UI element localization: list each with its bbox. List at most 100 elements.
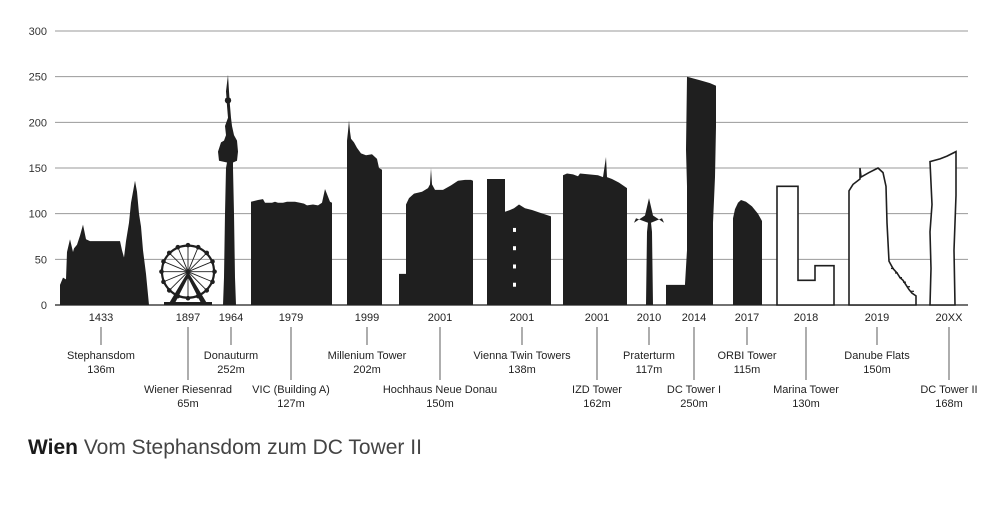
building-shape [251, 189, 332, 305]
height-label: 168m [935, 398, 963, 410]
wheel-spoke [169, 271, 189, 291]
building-name-label: Wiener Riesenrad [144, 384, 232, 396]
silhouette-layer [60, 74, 957, 306]
building-shape [776, 185, 835, 306]
y-tick-label: 300 [29, 26, 47, 38]
year-label: 2001 [428, 312, 452, 324]
height-label: 150m [863, 364, 891, 376]
wheel-spoke [177, 247, 189, 272]
height-label: 252m [217, 364, 245, 376]
window [513, 227, 516, 232]
wheel-gondola [210, 279, 215, 285]
building-vic-building-a [251, 189, 332, 305]
y-tick-label: 50 [35, 254, 47, 266]
height-label: 162m [583, 398, 611, 410]
year-label: 2018 [794, 312, 818, 324]
year-label: 1999 [355, 312, 379, 324]
wheel-gondola [166, 250, 172, 256]
building-orbi-tower [733, 200, 762, 305]
y-tick-label: 250 [29, 72, 47, 84]
building-name-label: Praterturm [623, 350, 675, 362]
y-tick-label: 200 [29, 117, 47, 129]
year-label: 1964 [219, 312, 243, 324]
building-name-label: VIC (Building A) [252, 384, 330, 396]
building-shape [848, 167, 917, 306]
building-name-label: DC Tower II [920, 384, 977, 396]
wheel-gondola [204, 288, 210, 293]
caption-city: Wien [28, 436, 78, 459]
window [513, 264, 516, 269]
wheel-spoke [169, 252, 189, 272]
building-marina-tower [776, 185, 835, 306]
window [513, 282, 516, 287]
building-dc-tower-ii [929, 150, 957, 306]
building-shape [399, 168, 473, 305]
building-name-label: Stephansdom [67, 350, 135, 362]
y-tick-label: 0 [41, 300, 47, 312]
building-name-label: Vienna Twin Towers [473, 350, 571, 362]
building-wiener-riesenrad [159, 242, 217, 305]
building-name-label: Marina Tower [773, 384, 839, 396]
building-shape [563, 157, 627, 305]
building-name-label: Millenium Tower [328, 350, 407, 362]
chart-caption: Wien Vom Stephansdom zum DC Tower II [28, 436, 422, 460]
height-label: 117m [636, 364, 663, 376]
wheel-gondola [161, 279, 166, 285]
building-dc-tower-i [666, 76, 716, 305]
wheel-spoke [187, 252, 207, 272]
building-hochhaus-neue-donau [399, 168, 473, 305]
building-shape [487, 179, 551, 305]
y-tick-label: 100 [29, 209, 47, 221]
y-tick-label: 150 [29, 163, 47, 175]
wheel-gondola [210, 259, 215, 264]
wheel-gondola [204, 250, 210, 256]
building-izd-tower [563, 157, 627, 305]
building-praterturm [634, 198, 664, 305]
building-name-label: DC Tower I [667, 384, 721, 396]
skyline-chart: 0 50 100 150 200 250 300 1433 Stephansdom 136m 18… [29, 26, 978, 410]
wheel-gondola [161, 259, 166, 264]
height-label: 65m [177, 398, 198, 410]
year-label: 2017 [735, 312, 759, 324]
wheel-spoke [163, 271, 189, 283]
building-stephansdom [60, 180, 149, 305]
wheel-gondola [212, 269, 217, 274]
year-label: 2001 [585, 312, 609, 324]
year-label: 1979 [279, 312, 303, 324]
building-name-label: Donauturm [204, 350, 258, 362]
wheel-stand [168, 271, 208, 305]
height-label: 130m [792, 398, 820, 410]
building-shape [733, 200, 762, 305]
year-label: 2019 [865, 312, 889, 324]
building-name-label: ORBI Tower [717, 350, 776, 362]
year-label: 2010 [637, 312, 661, 324]
building-shape [218, 74, 238, 305]
building-name-label: Hochhaus Neue Donau [383, 384, 497, 396]
label-layer: 1433 Stephansdom 136m 1897 Wiener Riesenrad 6… [67, 312, 978, 410]
building-shape [634, 198, 664, 305]
building-name-label: IZD Tower [572, 384, 622, 396]
wheel-spoke [163, 261, 189, 273]
tower-ball [224, 97, 232, 104]
wheel-gondola [166, 288, 172, 293]
height-label: 250m [680, 398, 708, 410]
year-label: 2001 [510, 312, 534, 324]
building-shape [60, 180, 149, 305]
height-label: 115m [734, 364, 761, 376]
building-danube-flats [848, 167, 917, 306]
height-label: 136m [87, 364, 115, 376]
year-label: 2014 [682, 312, 706, 324]
wheel-base [164, 302, 212, 305]
wheel-spoke [187, 271, 207, 291]
wheel-gondola [195, 244, 201, 250]
building-shape [666, 76, 716, 305]
wheel-gondola [159, 269, 164, 274]
height-label: 150m [426, 398, 454, 410]
building-shape [347, 120, 382, 305]
wheel-spoke [187, 247, 199, 272]
building-shape [929, 150, 957, 306]
wheel-spoke [187, 261, 213, 273]
building-vienna-twin-towers [487, 179, 551, 305]
caption-text: Vom Stephansdom zum DC Tower II [83, 436, 422, 459]
window [513, 246, 516, 251]
